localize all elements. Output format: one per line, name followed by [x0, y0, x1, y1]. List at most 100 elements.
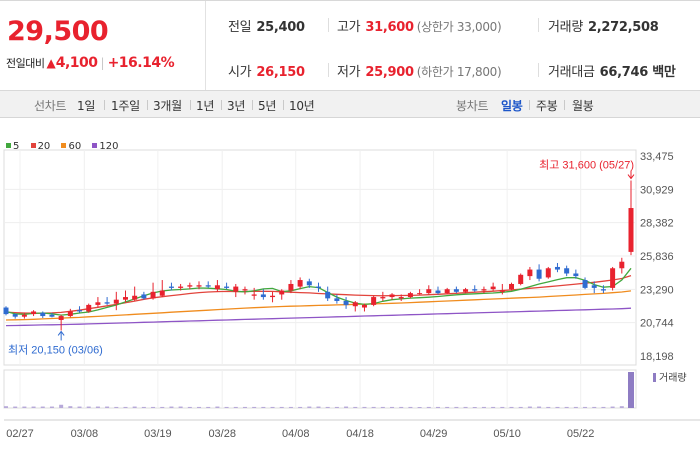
candle-body [178, 286, 184, 288]
tab-daily[interactable]: 일봉 [501, 99, 523, 113]
stat-label: 거래량 [548, 20, 583, 35]
stat-value: 66,746 백만 [599, 65, 676, 80]
candle [242, 286, 248, 295]
candle [159, 280, 165, 298]
tab-3y[interactable]: 3년 [227, 99, 246, 113]
candle-body [499, 290, 505, 292]
candle [150, 282, 156, 300]
candle [509, 282, 515, 291]
price-box: 29,500 전일대비 ▲4,100 | +16.14% [0, 1, 206, 90]
stat-label: 저가 [337, 65, 361, 80]
change-amount: 4,100 [55, 55, 98, 71]
stat-label: 거래대금 [548, 65, 595, 80]
divider [147, 100, 148, 110]
candle [545, 266, 551, 279]
volume-bar [288, 406, 293, 408]
volume-bar [619, 406, 624, 408]
legend-swatch [6, 143, 11, 148]
candle-body [389, 294, 395, 298]
tab-monthly[interactable]: 월봉 [572, 99, 594, 113]
volume-legend-label: 거래량 [659, 372, 687, 384]
candle-body [417, 293, 423, 295]
candle-body [12, 314, 18, 317]
candle-body [407, 293, 413, 298]
candle [490, 282, 496, 291]
chart-tabs: 선차트 1일 1주일 3개월 1년 3년 5년 10년 봉차트 일봉 주봉 월봉 [0, 91, 700, 118]
volume-bar [224, 406, 229, 408]
candle-body [371, 297, 377, 305]
volume-bar [592, 406, 597, 408]
candle [187, 282, 193, 290]
candle-body [40, 312, 46, 317]
candle-body [297, 280, 303, 287]
volume-bar [252, 406, 257, 408]
legend-swatch [61, 143, 67, 148]
volume-bar [279, 406, 284, 408]
volume-bar [197, 406, 202, 408]
divider [538, 63, 539, 77]
candle-body [141, 294, 147, 299]
volume-bar [141, 406, 146, 408]
tab-weekly[interactable]: 주봉 [536, 99, 558, 113]
stat-sub: (하한가 17,800) [416, 65, 502, 79]
candle-body [122, 297, 128, 300]
x-tick-label: 05/10 [493, 428, 521, 440]
tab-5y[interactable]: 5년 [258, 99, 277, 113]
candle [316, 282, 321, 292]
y-tick-label: 30,929 [640, 184, 674, 196]
candle-body [490, 286, 496, 290]
candle-body [527, 269, 533, 277]
candle [564, 265, 570, 277]
volume-bar [353, 406, 358, 408]
volume-bar [4, 406, 8, 408]
candle-body [306, 281, 312, 286]
volume-bar [307, 406, 312, 408]
stat-label: 시가 [228, 65, 252, 80]
divider [104, 100, 105, 110]
y-tick-label: 23,290 [640, 284, 674, 296]
volume-bar [325, 406, 330, 408]
candle [426, 285, 432, 295]
candle [77, 306, 83, 313]
volume-panel-frame [3, 369, 637, 409]
divider [190, 100, 191, 110]
candle [463, 287, 469, 294]
candle-body [113, 299, 119, 304]
volume-bar [13, 406, 18, 408]
candle-body [435, 290, 441, 294]
candle [380, 291, 386, 301]
tab-1y[interactable]: 1년 [196, 99, 215, 113]
volume-bar [601, 406, 606, 408]
candle-body [58, 316, 64, 320]
legend-ma60: 60 [61, 141, 81, 152]
change-separator: | [100, 56, 105, 70]
candle [600, 285, 606, 294]
candle [536, 264, 542, 282]
ma-legend: 5 20 60 120 [6, 141, 127, 152]
volume-bar [206, 406, 211, 408]
low-annotation: 최저 20,150 (03/06) [8, 343, 103, 356]
tab-3m[interactable]: 3개월 [153, 99, 182, 113]
candle [481, 286, 487, 294]
candle [407, 291, 413, 299]
tab-10y[interactable]: 10년 [289, 99, 315, 113]
candle [389, 293, 395, 300]
candle [628, 180, 634, 256]
candle-body [481, 289, 487, 291]
high-annotation: 최고 31,600 (05/27) [539, 159, 634, 172]
volume-bar [481, 406, 486, 408]
tab-1w[interactable]: 1주일 [111, 99, 140, 113]
volume-bar [242, 406, 247, 408]
candle [178, 283, 184, 291]
tab-1d[interactable]: 1일 [77, 99, 96, 113]
y-tick-label: 18,198 [640, 351, 674, 363]
volume-bar [445, 406, 450, 408]
candle-body [21, 314, 27, 317]
volume-bar [537, 406, 542, 408]
candle [31, 310, 37, 317]
candle [3, 306, 9, 316]
ma-line-ma60 [5, 290, 632, 321]
volume-bar [628, 372, 634, 408]
candle [58, 314, 64, 331]
